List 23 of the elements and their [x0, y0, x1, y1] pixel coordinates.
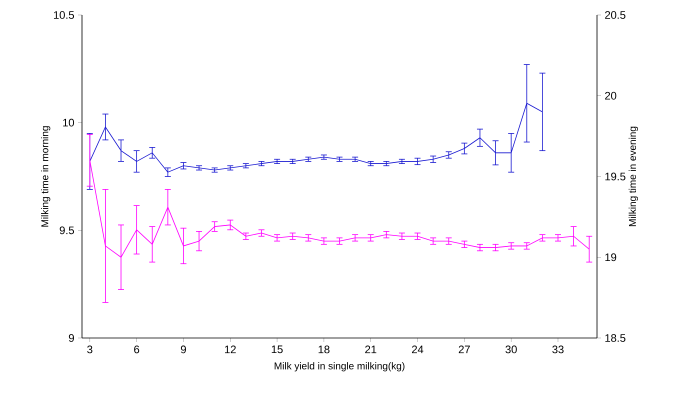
x-tick-label: 30 [506, 346, 517, 354]
y-tick-label: 9.5 [60, 226, 74, 234]
y-tick-label: 10 [63, 118, 74, 127]
x-tick-label: 21 [365, 346, 376, 354]
x-tick-label: 27 [458, 346, 470, 354]
y2-tick-label: 18.5 [605, 334, 626, 342]
x-axis-title: Milk yield in single milking(kg) [274, 362, 404, 372]
x-tick-label: 33 [552, 346, 564, 354]
y2-tick-label: 20 [605, 92, 616, 100]
y2-tick-label: 19 [605, 253, 616, 262]
x-tick-label: 12 [224, 346, 236, 354]
x-tick-label: 9 [180, 346, 186, 354]
x-tick-label: 15 [272, 346, 283, 354]
x-tick-label: 24 [412, 346, 424, 354]
x-tick-label: 6 [134, 346, 140, 354]
x-tick-label: 18 [318, 346, 330, 354]
x-tick-label: 3 [87, 346, 92, 354]
y2-tick-label: 20.5 [605, 11, 626, 19]
y2-axis-title: Milking time in evening [628, 126, 638, 226]
y-tick-label: 9 [68, 334, 74, 342]
y-tick-label: 10.5 [54, 11, 74, 19]
y2-tick-label: 19.5 [605, 172, 626, 180]
y-axis-title: Milking time in morning [41, 126, 50, 227]
